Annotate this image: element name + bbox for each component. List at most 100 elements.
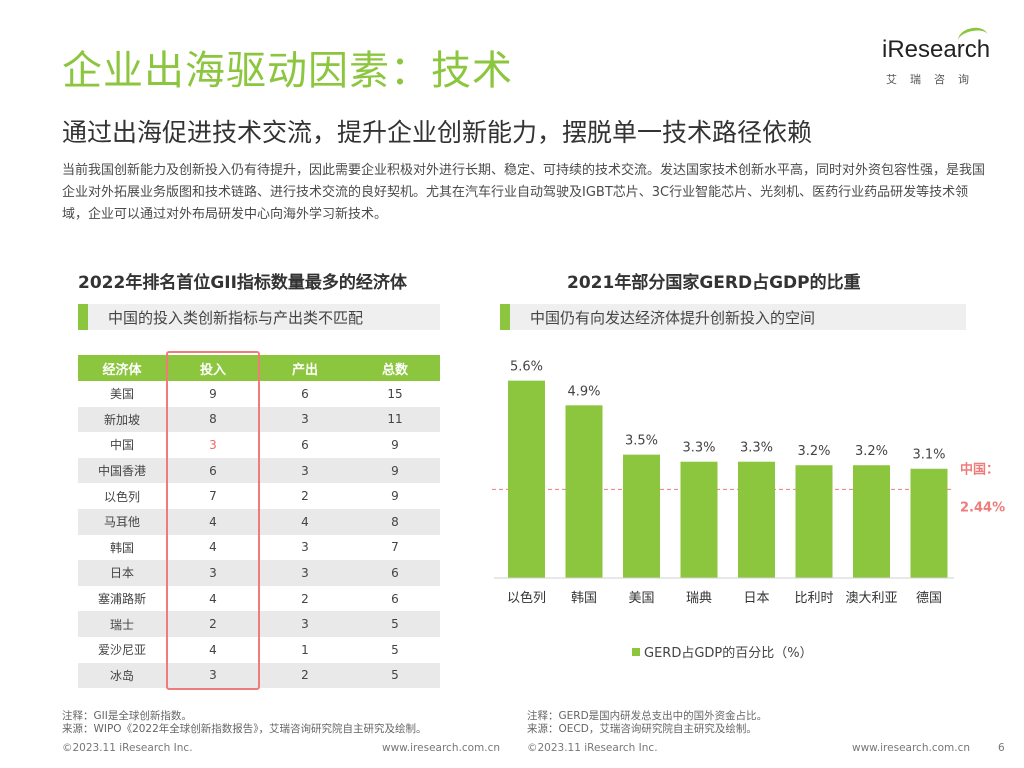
table-cell: 9 [166,381,260,407]
category-label: 日本 [743,591,769,606]
chart-bar [853,465,890,578]
table-cell: 1 [260,636,350,663]
data-label: 3.2% [797,444,830,459]
table-cell: 中国 [78,432,166,458]
left-panel-title: 2022年排名首位GII指标数量最多的经济体 [78,273,407,293]
table-cell: 3 [166,432,260,458]
table-cell: 7 [350,534,440,561]
table-row: 中国 3 6 9 [78,432,440,458]
table-header-row: 经济体 投入 产出 总数 [78,355,440,381]
reference-value-label: 2.44% [960,500,1005,515]
table-header-cell: 总数 [350,355,440,381]
table-row: 塞浦路斯 4 2 6 [78,585,440,612]
chart-bar [508,380,545,578]
table-cell: 3 [166,662,260,689]
legend-label: GERD占GDP的百分比（%） [644,645,813,661]
table-cell: 6 [350,560,440,586]
table-cell: 日本 [78,560,166,586]
table-cell: 4 [166,534,260,561]
table-cell: 11 [350,406,440,433]
table-cell: 6 [260,432,350,458]
footer-site-right[interactable]: www.iresearch.com.cn [852,742,971,754]
footer-site-left[interactable]: www.iresearch.com.cn [382,742,501,754]
table-cell: 6 [166,457,260,484]
table-cell: 6 [350,585,440,612]
table-header-cell: 经济体 [78,355,166,381]
table-cell: 3 [260,406,350,433]
intro-paragraph: 当前我国创新能力及创新投入仍有待提升，因此需要企业积极对外进行长期、稳定、可持续… [62,163,986,222]
left-source: 来源：WIPO《2022年全球创新指数报告》，艾瑞咨询研究院自主研究及绘制。 [62,723,427,735]
page-number: 6 [998,742,1005,754]
table-cell: 9 [350,432,440,458]
iresearch-logo: iResearch 艾瑞咨询 [878,25,998,92]
table-cell: 以色列 [78,483,166,509]
table-cell: 3 [166,560,260,586]
data-label: 5.6% [510,360,543,375]
reference-label: 中国： [960,461,999,477]
tag-accent [500,304,510,330]
category-label: 澳大利亚 [845,590,897,606]
table-cell: 2 [260,662,350,689]
table-cell: 8 [166,406,260,433]
table-cell: 5 [350,662,440,689]
table-cell: 新加坡 [78,406,166,433]
table-cell: 9 [350,483,440,509]
table-cell: 4 [166,585,260,612]
table-cell: 3 [260,560,350,586]
table-row: 瑞士 2 3 5 [78,611,440,637]
table-row: 美国 9 6 15 [78,381,440,407]
category-label: 德国 [916,591,942,606]
chart-bar [795,465,833,578]
chart-bar [623,454,660,578]
left-panel-tag-text: 中国的投入类创新指标与产出类不匹配 [108,309,364,327]
data-label: 3.2% [855,444,888,459]
table-cell: 塞浦路斯 [78,585,166,612]
table-cell: 4 [166,636,260,663]
gerd-bar-chart: 中国： 2.44% 5.6% 以色列 4.9% 韩国 3.5% 美国 3.3% 瑞典 3.3% 日本 3… [492,360,1005,661]
logo-wordmark: iResearch [882,36,991,63]
chart-bar [680,461,718,578]
table-row: 爱沙尼亚 4 1 5 [78,636,440,663]
table-cell: 7 [166,483,260,509]
table-header-cell: 产出 [260,355,350,381]
table-cell: 2 [166,611,260,637]
gii-table: 经济体 投入 产出 总数 美国 9 6 15 新加坡 8 3 11 中国 3 6 9 中国香港 6 3 9 以色… [78,355,440,689]
table-row: 以色列 7 2 9 [78,483,440,509]
table-row: 中国香港 6 3 9 [78,457,440,484]
table-cell: 5 [350,611,440,637]
logo-subtitle: 艾瑞咨询 [886,73,982,86]
table-row: 新加坡 8 3 11 [78,406,440,433]
table-cell: 3 [260,457,350,484]
tag-accent [78,304,88,330]
table-cell: 爱沙尼亚 [78,636,166,663]
table-cell: 6 [260,381,350,407]
table-cell: 2 [260,585,350,612]
category-label: 美国 [628,591,654,606]
data-label: 3.3% [740,441,773,456]
left-note: 注释：GII是全球创新指数。 [62,710,192,722]
page-title: 企业出海驱动因素：技术 [62,48,513,94]
right-source: 来源：OECD，艾瑞咨询研究院自主研究及绘制。 [527,723,757,735]
legend-swatch [632,648,640,656]
table-cell: 3 [260,534,350,561]
table-cell: 15 [350,381,440,407]
table-cell: 马耳他 [78,508,166,535]
footer-copyright-right: ©2023.11 iResearch Inc. [527,742,658,754]
table-cell: 冰岛 [78,662,166,689]
table-row: 马耳他 4 4 8 [78,508,440,535]
table-row: 冰岛 3 2 5 [78,662,440,689]
chart-bar [565,405,603,578]
data-label: 3.5% [625,434,658,449]
chart-bar [910,468,948,578]
table-cell: 瑞士 [78,611,166,637]
category-label: 以色列 [507,590,546,606]
category-label: 瑞典 [686,591,712,606]
data-label: 4.9% [567,384,600,399]
left-panel-tag: 中国的投入类创新指标与产出类不匹配 [78,304,440,330]
table-row: 韩国 4 3 7 [78,534,440,561]
table-header-cell: 投入 [166,355,260,381]
right-note: 注释：GERD是国内研发总支出中的国外资金占比。 [527,710,768,722]
chart-bar [738,461,775,578]
table-cell: 3 [260,611,350,637]
category-label: 比利时 [794,591,833,606]
